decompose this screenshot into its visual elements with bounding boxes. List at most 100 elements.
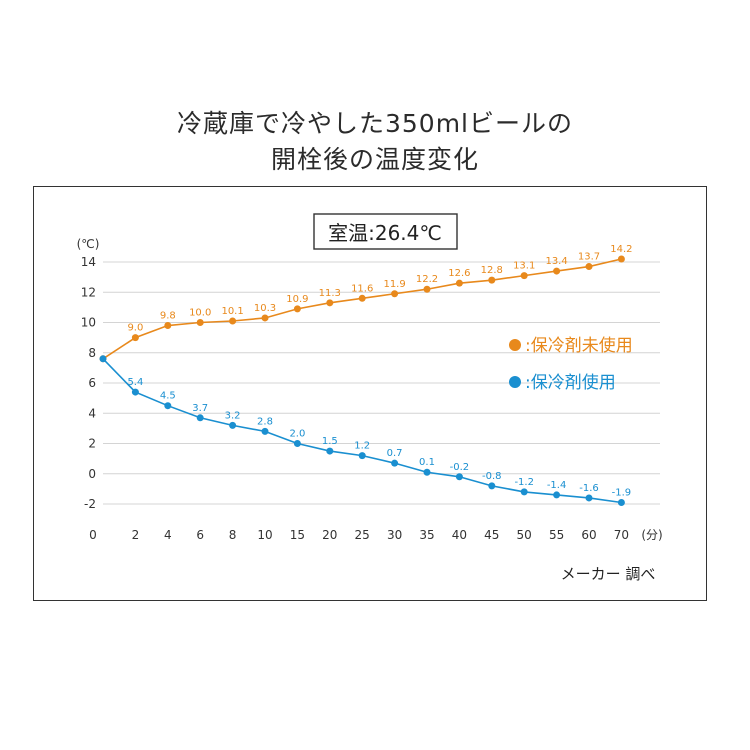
data-point bbox=[131, 388, 139, 396]
data-point bbox=[164, 322, 172, 330]
data-label: 11.3 bbox=[319, 288, 341, 299]
data-label: 3.7 bbox=[192, 403, 208, 414]
data-label: 10.0 bbox=[189, 308, 211, 319]
x-tick-label: 45 bbox=[484, 528, 499, 542]
data-point bbox=[585, 263, 593, 271]
y-tick-labels: 14 12 10 8 6 4 2 0 -2 bbox=[81, 255, 96, 511]
x-tick-label: 25 bbox=[355, 528, 370, 542]
data-point bbox=[261, 314, 269, 322]
data-point bbox=[326, 447, 334, 455]
data-point bbox=[229, 421, 237, 429]
data-label: -0.8 bbox=[482, 471, 502, 482]
data-label: 11.6 bbox=[351, 283, 373, 294]
legend-label-no-coolant: :保冷剤未使用 bbox=[525, 335, 633, 356]
data-label: 10.3 bbox=[254, 303, 276, 314]
y-tick-label: -2 bbox=[84, 497, 96, 511]
y-tick-label: 2 bbox=[88, 437, 96, 451]
data-label: -1.4 bbox=[547, 480, 567, 491]
x-tick-label: 4 bbox=[164, 528, 172, 542]
data-point bbox=[391, 459, 399, 467]
data-label: -1.6 bbox=[579, 483, 599, 494]
y-tick-label: 4 bbox=[88, 406, 96, 420]
x-axis-unit-label: (分) bbox=[641, 528, 662, 542]
data-point bbox=[196, 414, 204, 422]
data-point bbox=[455, 473, 463, 481]
data-point bbox=[488, 276, 496, 284]
data-point bbox=[617, 498, 625, 506]
data-point bbox=[617, 255, 625, 263]
data-label: 3.2 bbox=[225, 410, 241, 421]
data-point bbox=[423, 285, 431, 293]
source-note: メーカー 調べ bbox=[561, 565, 656, 583]
data-label: 0.7 bbox=[387, 448, 403, 459]
legend-marker-no-coolant bbox=[509, 339, 521, 351]
y-tick-label: 0 bbox=[88, 467, 96, 481]
data-point bbox=[229, 317, 237, 325]
data-label: 12.6 bbox=[448, 268, 470, 279]
data-label: 1.5 bbox=[322, 436, 338, 447]
x-tick-label: 40 bbox=[452, 528, 467, 542]
data-label: 14.2 bbox=[610, 244, 632, 255]
data-label: 5.4 bbox=[127, 377, 143, 388]
x-tick-label: 60 bbox=[581, 528, 596, 542]
data-label: 11.9 bbox=[383, 279, 405, 290]
data-label: 12.2 bbox=[416, 274, 438, 285]
data-label: 4.5 bbox=[160, 391, 176, 402]
x-tick-label: 35 bbox=[419, 528, 434, 542]
data-point bbox=[553, 267, 561, 275]
data-point bbox=[553, 491, 561, 499]
data-point bbox=[423, 468, 431, 476]
data-point bbox=[326, 299, 334, 307]
x-tick-label: 8 bbox=[229, 528, 237, 542]
data-point bbox=[196, 319, 204, 326]
x-tick-label: 70 bbox=[614, 528, 629, 542]
data-point bbox=[293, 440, 301, 447]
data-point bbox=[164, 402, 172, 410]
data-point bbox=[520, 488, 528, 496]
legend-label-with-coolant: :保冷剤使用 bbox=[525, 372, 616, 393]
data-label: 13.7 bbox=[578, 252, 600, 263]
data-label: 10.1 bbox=[221, 306, 243, 317]
data-point bbox=[99, 355, 107, 363]
y-tick-label: 14 bbox=[81, 255, 96, 269]
data-label: 10.9 bbox=[286, 294, 308, 305]
x-tick-label: 15 bbox=[290, 528, 305, 542]
data-point bbox=[585, 494, 593, 502]
data-point bbox=[261, 427, 269, 435]
data-point bbox=[358, 294, 366, 302]
series-group: 9.0 9.8 10.0 10.1 10.3 10.9 11.3 11.6 11.9 12.2 12… bbox=[99, 244, 633, 506]
data-label: 2.0 bbox=[289, 429, 305, 440]
x-tick-label: 55 bbox=[549, 528, 564, 542]
y-axis-unit-label: (℃) bbox=[77, 237, 100, 251]
data-label: 13.4 bbox=[545, 256, 567, 267]
x-tick-label: 20 bbox=[322, 528, 337, 542]
x-tick-label: 2 bbox=[132, 528, 140, 542]
data-label: -0.2 bbox=[450, 462, 470, 473]
chart-frame bbox=[33, 186, 707, 601]
data-point bbox=[455, 279, 463, 287]
data-label: 0.1 bbox=[419, 457, 435, 468]
grid-lines bbox=[103, 261, 660, 505]
room-temp-box bbox=[313, 213, 458, 250]
y-tick-label: 12 bbox=[81, 285, 96, 299]
x-tick-label: 30 bbox=[387, 528, 402, 542]
legend-marker-with-coolant bbox=[509, 376, 521, 388]
data-label: 13.1 bbox=[513, 261, 535, 272]
data-point bbox=[358, 452, 366, 460]
x-tick-label: 50 bbox=[517, 528, 532, 542]
data-label: 9.0 bbox=[127, 323, 143, 334]
data-point bbox=[520, 272, 528, 280]
data-point bbox=[131, 334, 139, 342]
data-point bbox=[293, 305, 301, 313]
y-tick-label: 8 bbox=[88, 346, 96, 360]
y-tick-label: 10 bbox=[81, 316, 96, 330]
data-label: -1.9 bbox=[612, 487, 632, 498]
y-tick-label: 6 bbox=[88, 376, 96, 390]
chart-title-line-2: 開栓後の温度変化 bbox=[270, 145, 479, 174]
data-label: 12.8 bbox=[481, 265, 503, 276]
data-point bbox=[488, 482, 496, 490]
x-tick-label: 0 bbox=[89, 528, 97, 542]
data-label: 2.8 bbox=[257, 416, 273, 427]
x-tick-label: 10 bbox=[257, 528, 272, 542]
